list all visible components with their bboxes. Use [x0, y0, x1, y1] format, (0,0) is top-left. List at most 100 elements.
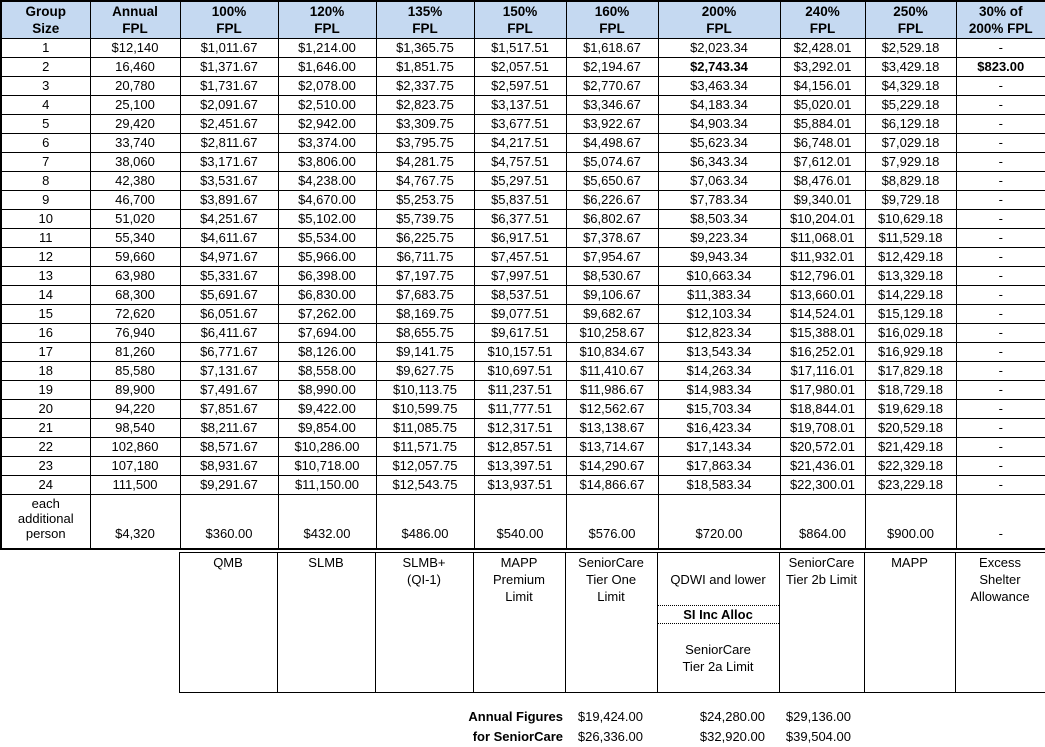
table-body: 1 $12,140 $1,011.67 $1,214.00 $1,365.75 $1,51…: [0, 37, 1045, 550]
program-label-slmb: SLMB: [276, 552, 376, 693]
table-cell: $8,537.51: [473, 284, 567, 305]
table-row: 6 33,740 $2,811.67 $3,374.00 $3,795.75 $4,217…: [0, 132, 1045, 153]
table-cell: $8,503.34: [657, 208, 781, 229]
table-cell: $7,378.67: [565, 227, 659, 248]
table-row: 19 89,900 $7,491.67 $8,990.00 $10,113.75 $11,…: [0, 379, 1045, 400]
column-header: 120% FPL: [277, 0, 377, 39]
table-cell: $9,340.01: [779, 189, 866, 210]
table-cell: $8,476.01: [779, 170, 866, 191]
table-cell: $5,297.51: [473, 170, 567, 191]
table-cell: 6: [0, 132, 91, 153]
table-cell: $10,286.00: [277, 436, 377, 457]
table-cell: $11,237.51: [473, 379, 567, 400]
table-cell: $18,583.34: [657, 474, 781, 495]
table-row: 5 29,420 $2,451.67 $2,942.00 $3,309.75 $3,677…: [0, 113, 1045, 134]
table-cell: 22: [0, 436, 91, 457]
table-cell: 10: [0, 208, 91, 229]
program-label-seniorcare-tier-2b: SeniorCare Tier 2b Limit: [778, 552, 865, 693]
table-cell: 98,540: [89, 417, 181, 438]
table-cell: 107,180: [89, 455, 181, 476]
table-cell: $4,903.34: [657, 113, 781, 134]
table-cell: $3,922.67: [565, 113, 659, 134]
table-cell: $2,597.51: [473, 75, 567, 96]
table-cell: $11,777.51: [473, 398, 567, 419]
table-cell: $14,263.34: [657, 360, 781, 381]
annual-figures-label-line2: for SeniorCare: [472, 729, 563, 744]
table-cell: -: [955, 341, 1045, 362]
spacer-cell: [89, 553, 179, 693]
table-cell: $1,365.75: [375, 37, 475, 58]
table-cell: $6,917.51: [473, 227, 567, 248]
table-cell: $6,771.67: [179, 341, 279, 362]
table-row: 7 38,060 $3,171.67 $3,806.00 $4,281.75 $4,757…: [0, 151, 1045, 172]
table-cell: 24: [0, 474, 91, 495]
table-cell: $2,451.67: [179, 113, 279, 134]
table-cell: $9,141.75: [375, 341, 475, 362]
table-cell: $11,932.01: [779, 246, 866, 267]
table-row: 13 63,980 $5,331.67 $6,398.00 $7,197.75 $7,99…: [0, 265, 1045, 286]
table-cell: 16: [0, 322, 91, 343]
table-cell: $5,623.34: [657, 132, 781, 153]
table-cell: $4,156.01: [779, 75, 866, 96]
table-cell: 5: [0, 113, 91, 134]
table-cell: $8,829.18: [864, 170, 957, 191]
table-cell: $8,211.67: [179, 417, 279, 438]
table-cell: 68,300: [89, 284, 181, 305]
table-cell: -: [955, 303, 1045, 324]
table-cell: $5,102.00: [277, 208, 377, 229]
table-cell: $1,646.00: [277, 56, 377, 77]
table-row: 11 55,340 $4,611.67 $5,534.00 $6,225.75 $6,91…: [0, 227, 1045, 248]
table-cell: $3,171.67: [179, 151, 279, 172]
table-cell: $3,309.75: [375, 113, 475, 134]
table-cell: 20,780: [89, 75, 181, 96]
table-cell: $12,562.67: [565, 398, 659, 419]
table-cell: $2,770.67: [565, 75, 659, 96]
table-cell: -: [955, 151, 1045, 172]
table-cell: -: [955, 208, 1045, 229]
table-cell: $8,990.00: [277, 379, 377, 400]
annual-figure-value: $39,504.00: [785, 729, 851, 744]
table-cell: $20,529.18: [864, 417, 957, 438]
table-cell: $1,371.67: [179, 56, 279, 77]
table-cell: $21,436.01: [779, 455, 866, 476]
table-cell: $13,397.51: [473, 455, 567, 476]
table-cell: $15,388.01: [779, 322, 866, 343]
table-cell: $10,599.75: [375, 398, 475, 419]
table-cell: -: [955, 493, 1045, 550]
table-cell: $7,063.34: [657, 170, 781, 191]
table-cell: $14,866.67: [565, 474, 659, 495]
table-cell: $6,051.67: [179, 303, 279, 324]
table-cell: $13,329.18: [864, 265, 957, 286]
table-cell: 94,220: [89, 398, 181, 419]
table-cell: $7,954.67: [565, 246, 659, 267]
table-cell: $6,343.34: [657, 151, 781, 172]
column-header: 250% FPL: [864, 0, 957, 39]
table-cell: $16,423.34: [657, 417, 781, 438]
table-cell: 14: [0, 284, 91, 305]
table-cell: $5,534.00: [277, 227, 377, 248]
table-cell: $10,157.51: [473, 341, 567, 362]
qdwi-and-lower-label: QDWI and lower: [670, 572, 766, 587]
table-cell: $13,660.01: [779, 284, 866, 305]
table-cell: $7,783.34: [657, 189, 781, 210]
spacer-cell: [0, 553, 89, 693]
table-cell: $2,023.34: [657, 37, 781, 58]
table-cell: $19,708.01: [779, 417, 866, 438]
seniorcare-tier-2a-label: SeniorCare Tier 2a Limit: [682, 642, 754, 674]
table-cell: $2,194.67: [565, 56, 659, 77]
table-cell: $6,830.00: [277, 284, 377, 305]
annual-figures-label-line1: Annual Figures: [468, 709, 563, 724]
table-cell: $12,103.34: [657, 303, 781, 324]
table-cell: $4,320: [89, 493, 181, 550]
table-cell: $22,329.18: [864, 455, 957, 476]
table-cell: $5,331.67: [179, 265, 279, 286]
table-cell: $9,729.18: [864, 189, 957, 210]
table-cell: $4,183.34: [657, 94, 781, 115]
table-cell: $19,629.18: [864, 398, 957, 419]
table-cell: $2,942.00: [277, 113, 377, 134]
table-cell: $7,851.67: [179, 398, 279, 419]
table-cell: $9,943.34: [657, 246, 781, 267]
table-cell: 102,860: [89, 436, 181, 457]
table-row: 4 25,100 $2,091.67 $2,510.00 $2,823.75 $3,137…: [0, 94, 1045, 115]
table-cell: 3: [0, 75, 91, 96]
